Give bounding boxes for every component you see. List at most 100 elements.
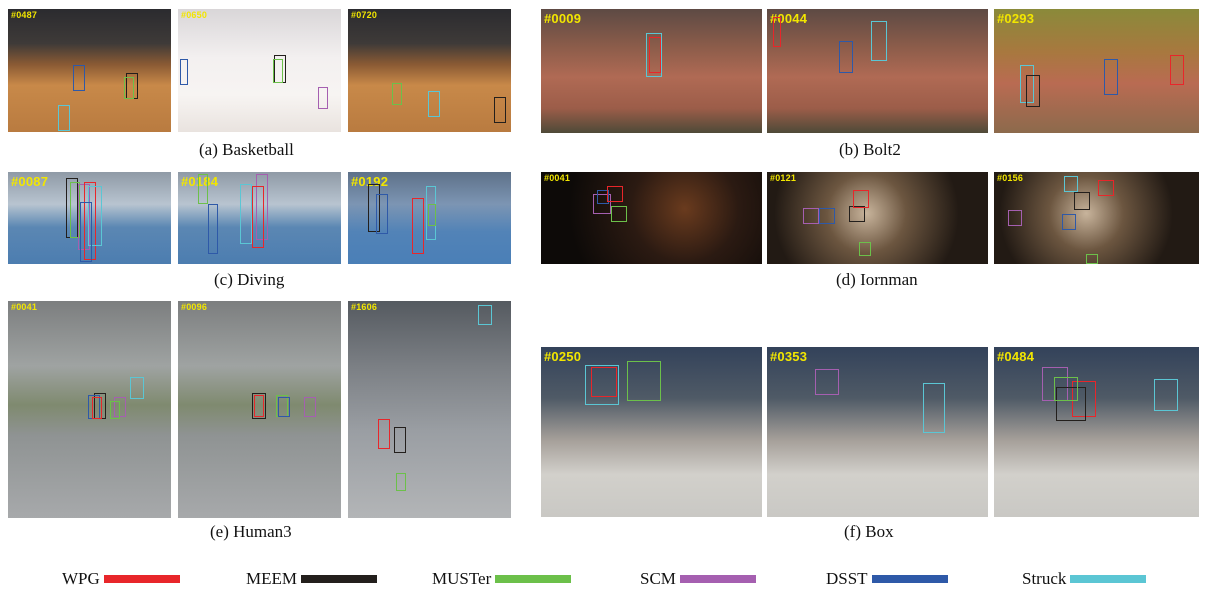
muster-box (198, 174, 208, 204)
legend-label: MUSTer (432, 569, 492, 588)
frame-number: #0250 (544, 349, 582, 364)
dsst-box (597, 190, 609, 204)
legend-label: Struck (1022, 569, 1067, 588)
frame-number: #0484 (997, 349, 1035, 364)
wpg-box (1098, 180, 1114, 196)
dsst-box (80, 202, 92, 262)
struck-box (1020, 65, 1034, 103)
diving-frame-2: #0184 (178, 172, 341, 264)
caption-basketball: (a) Basketball (199, 140, 294, 159)
caption-diving: (c) Diving (214, 270, 285, 289)
muster-box (428, 204, 436, 226)
meem-box (1056, 387, 1086, 421)
muster-box (110, 401, 120, 419)
legend-swatch (495, 575, 572, 583)
scm-box (304, 397, 316, 417)
meem-box (849, 206, 865, 222)
wpg-box (254, 395, 264, 417)
basketball-frame-2: #0650 (178, 9, 341, 132)
wpg-box (649, 37, 661, 73)
frame-number: #0720 (351, 10, 378, 20)
dsst-box (1104, 59, 1118, 95)
legend-scm: SCM (640, 569, 756, 589)
frame-number: #0156 (997, 173, 1024, 183)
box-frame-3: #0484 (994, 347, 1199, 517)
box-frame-2: #0353 (767, 347, 988, 517)
meem-box (368, 184, 380, 232)
bolt2-frame-2: #0044 (767, 9, 988, 133)
meem-box (394, 427, 406, 453)
frame-number: #0009 (544, 11, 582, 26)
diving-frame-3: #0192 (348, 172, 511, 264)
dsst-box (278, 397, 290, 417)
frame-number: #0184 (181, 174, 219, 189)
legend-label: MEEM (246, 569, 297, 588)
frame-number: #0293 (997, 11, 1035, 26)
basketball-frame-1: #0487 (8, 9, 171, 132)
box-frame-1: #0250 (541, 347, 762, 517)
bolt2-frame-3: #0293 (994, 9, 1199, 133)
wpg-box (853, 190, 869, 208)
scm-box (803, 208, 819, 224)
struck-box (130, 377, 144, 399)
muster-box (273, 59, 283, 83)
muster-box (396, 473, 406, 491)
human3-frame-2: #0096 (178, 301, 341, 518)
dsst-box (73, 65, 85, 91)
frame-number: #0041 (11, 302, 38, 312)
legend-label: WPG (62, 569, 100, 588)
meem-box (1026, 75, 1040, 107)
dsst-box (1062, 214, 1076, 230)
struck-box (1064, 176, 1078, 192)
human3-frame-3: #1606 (348, 301, 511, 518)
dsst-box (208, 204, 218, 254)
frame-number: #0041 (544, 173, 571, 183)
legend-struck: Struck (1022, 569, 1147, 589)
dsst-box (376, 194, 388, 234)
scm-box (593, 194, 611, 214)
struck-box (923, 383, 945, 433)
legend-label: DSST (826, 569, 868, 588)
frame-number: #0087 (11, 174, 49, 189)
meem-box (252, 393, 266, 419)
wpg-box (412, 198, 424, 254)
scm-box (256, 174, 268, 240)
diving-frame-1: #0087 (8, 172, 171, 264)
legend-swatch (103, 575, 180, 583)
caption-box: (f) Box (844, 522, 894, 541)
wpg-box (1170, 55, 1184, 85)
wpg-box (92, 397, 102, 419)
struck-box (478, 305, 492, 325)
muster-box (627, 361, 661, 401)
dsst-box (839, 41, 853, 73)
frame-number: #0353 (770, 349, 808, 364)
muster-box (124, 77, 134, 99)
frame-number: #0121 (770, 173, 797, 183)
struck-box (428, 91, 440, 117)
wpg-box (591, 367, 617, 397)
frame-number: #0192 (351, 174, 389, 189)
caption-bolt2: (b) Bolt2 (839, 140, 901, 159)
frame-number: #0096 (181, 302, 208, 312)
struck-box (646, 33, 662, 77)
frame-number: #1606 (351, 302, 378, 312)
struck-box (58, 105, 70, 131)
wpg-box (84, 182, 96, 260)
legend-muster: MUSTer (432, 569, 572, 589)
legend-dsst: DSST (826, 569, 948, 589)
muster-box (70, 182, 80, 238)
scm-box (114, 397, 126, 417)
bolt2-frame-1: #0009 (541, 9, 762, 133)
wpg-box (378, 419, 390, 449)
scm-box (318, 87, 328, 109)
muster-box (859, 242, 871, 256)
basketball-frame-3: #0720 (348, 9, 511, 132)
legend-swatch (871, 575, 948, 583)
meem-box (494, 97, 506, 123)
frame-number: #0487 (11, 10, 38, 20)
legend-meem: MEEM (246, 569, 377, 589)
struck-box (871, 21, 887, 61)
caption-ironman: (d) Iornman (836, 270, 918, 289)
wpg-box (1072, 381, 1096, 417)
scm-box (1008, 210, 1022, 226)
